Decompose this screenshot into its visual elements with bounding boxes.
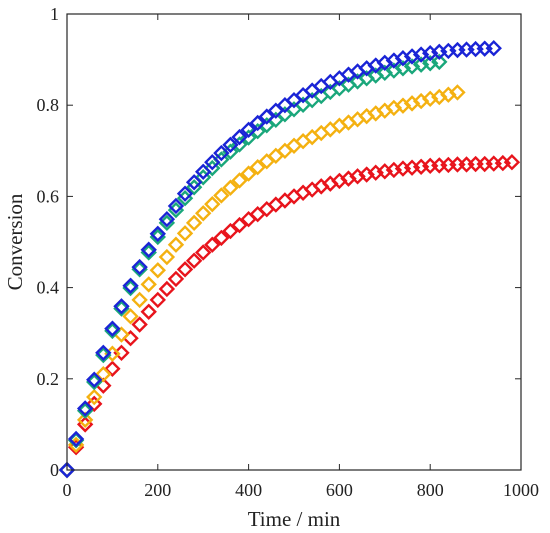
- data-point: [167, 197, 185, 215]
- data-point: [58, 461, 76, 479]
- chart-marks: [58, 40, 521, 479]
- data-point: [158, 248, 176, 266]
- series-4: [58, 40, 502, 479]
- data-point: [204, 195, 221, 213]
- x-tick-label: 800: [417, 480, 444, 500]
- data-point: [176, 185, 194, 202]
- data-point: [113, 298, 130, 315]
- data-point: [67, 430, 85, 448]
- data-point: [249, 159, 266, 176]
- y-axis-title: Conversion: [3, 193, 27, 290]
- data-point: [131, 316, 148, 333]
- x-tick-label: 400: [235, 480, 262, 500]
- data-point: [185, 214, 203, 232]
- data-point: [149, 225, 166, 242]
- data-point: [86, 371, 103, 388]
- data-point: [431, 53, 448, 71]
- x-tick-label: 600: [326, 480, 353, 500]
- data-point: [104, 322, 121, 340]
- data-point: [122, 279, 139, 297]
- y-tick-label: 0: [50, 460, 59, 480]
- plot-frame: [66, 13, 522, 471]
- data-point: [149, 291, 166, 309]
- data-point: [140, 303, 157, 320]
- y-tick-label: 0.8: [37, 95, 60, 115]
- data-point: [240, 121, 257, 139]
- data-point: [76, 400, 94, 417]
- series-2: [58, 84, 466, 479]
- x-tick-label: 200: [144, 480, 171, 500]
- data-point: [95, 344, 112, 362]
- data-point: [76, 402, 94, 419]
- data-point: [95, 346, 112, 364]
- data-point: [176, 225, 194, 242]
- y-tick-label: 0.4: [37, 278, 60, 298]
- data-point: [213, 229, 230, 247]
- data-point: [113, 300, 130, 317]
- data-point: [86, 373, 103, 391]
- data-point: [158, 211, 176, 228]
- x-tick-label: 1000: [503, 480, 539, 500]
- data-point: [195, 244, 212, 261]
- data-point: [195, 205, 212, 222]
- data-point: [213, 144, 230, 162]
- data-point: [485, 40, 502, 57]
- y-tick-label: 1: [50, 4, 59, 24]
- data-point: [122, 277, 139, 294]
- data-point: [222, 222, 239, 240]
- data-point: [140, 276, 157, 293]
- data-point: [195, 163, 212, 180]
- x-axis-title: Time / min: [248, 507, 341, 531]
- data-point: [76, 416, 94, 433]
- data-point: [185, 252, 203, 269]
- data-point: [222, 136, 239, 154]
- data-point: [140, 241, 157, 258]
- data-point: [204, 154, 221, 171]
- series-1: [58, 154, 521, 479]
- y-tick-label: 0.6: [37, 186, 60, 206]
- data-point: [131, 291, 148, 309]
- data-point: [222, 179, 239, 196]
- axis-ticks: 0 200 400 600 800 1000 0 0.2 0.4 0.6 0.8 1: [37, 4, 540, 500]
- data-point: [503, 154, 521, 171]
- data-point: [213, 187, 230, 204]
- data-point: [104, 320, 121, 337]
- data-point: [167, 270, 185, 288]
- data-point: [222, 143, 239, 160]
- data-point: [131, 261, 148, 278]
- data-point: [258, 108, 275, 125]
- data-point: [231, 216, 248, 234]
- data-point: [67, 439, 85, 456]
- series-3: [58, 53, 448, 479]
- data-point: [204, 236, 221, 253]
- data-point: [167, 236, 185, 253]
- data-point: [185, 174, 203, 191]
- data-point: [240, 165, 257, 182]
- x-tick-label: 0: [63, 480, 72, 500]
- data-point: [213, 151, 230, 168]
- y-tick-label: 0.2: [37, 369, 60, 389]
- data-point: [76, 411, 94, 429]
- data-point: [176, 261, 194, 278]
- data-point: [449, 84, 466, 101]
- data-point: [86, 388, 103, 406]
- data-point: [104, 360, 121, 377]
- data-point: [86, 395, 103, 413]
- data-point: [95, 366, 112, 383]
- data-point: [231, 128, 248, 146]
- data-point: [122, 308, 139, 325]
- data-point: [149, 262, 166, 279]
- data-point: [231, 172, 248, 189]
- data-point: [249, 114, 266, 132]
- data-point: [158, 280, 176, 298]
- data-point: [131, 258, 148, 276]
